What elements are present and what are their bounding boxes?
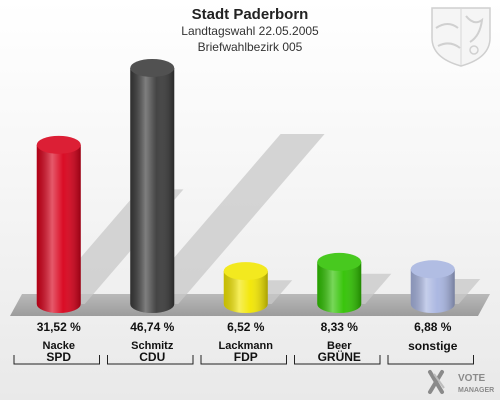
value-label: 6,52 % (227, 320, 265, 334)
bar-top-highlight (36, 135, 81, 154)
bar-top-highlight (317, 252, 362, 271)
bar-shine (223, 271, 268, 313)
candidate-label: Beer (327, 340, 352, 352)
party-label: GRÜNE (318, 349, 361, 364)
party-label: sonstige (408, 339, 458, 353)
bar-top (317, 252, 362, 271)
value-label: 46,74 % (130, 320, 174, 334)
value-label: 31,52 % (37, 320, 81, 334)
bar-top-highlight (410, 260, 455, 279)
bar-top (36, 135, 81, 154)
vote-manager-logo-icon (428, 370, 445, 394)
bar-top (223, 262, 268, 281)
bar-top (410, 260, 455, 279)
bar-shine (317, 261, 362, 313)
category-bracket (387, 355, 474, 365)
bar-top (130, 58, 175, 77)
bar-group (36, 58, 455, 313)
bar-cdu (130, 58, 175, 313)
bar-shine (130, 67, 175, 313)
district-label: Briefwahlbezirk 005 (198, 40, 303, 54)
watermark-text-sub: MANAGER (458, 387, 494, 394)
nrw-coat-of-arms-icon (431, 7, 491, 67)
bar-shine (36, 144, 81, 313)
category-bracket (200, 355, 287, 365)
bar-shadow (134, 134, 325, 304)
bar-shine (410, 269, 455, 313)
party-label: CDU (139, 350, 165, 364)
category-bracket (13, 355, 100, 365)
bar-spd (36, 135, 81, 313)
bar-fdp (223, 262, 268, 313)
bar-grüne (317, 252, 362, 313)
party-label: SPD (46, 350, 71, 364)
watermark-text: VOTE (458, 373, 486, 384)
bar-top-highlight (223, 262, 268, 281)
candidate-label: Nacke (43, 340, 75, 352)
category-bracket (107, 355, 194, 365)
bar-sonstige (410, 260, 455, 313)
bar-top-highlight (130, 58, 175, 77)
candidate-label: Schmitz (131, 340, 174, 352)
value-label: 6,88 % (414, 320, 452, 334)
chart-subtitle: Landtagswahl 22.05.2005 (181, 24, 319, 38)
party-label: FDP (234, 350, 258, 364)
category-bracket (294, 355, 381, 365)
chart-title: Stadt Paderborn (192, 6, 309, 23)
candidate-label: Lackmann (219, 340, 274, 352)
value-label: 8,33 % (321, 320, 359, 334)
